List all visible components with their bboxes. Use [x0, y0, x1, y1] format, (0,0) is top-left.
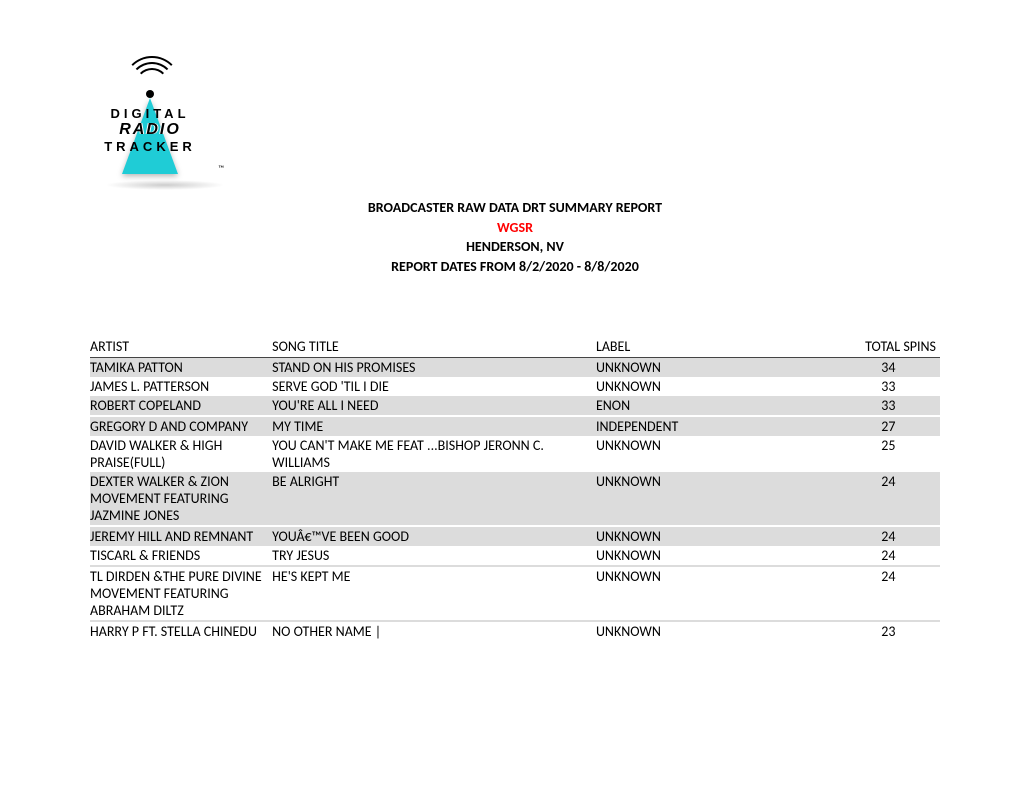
- table-row: TISCARL & FRIENDSTRY JESUSUNKNOWN24: [90, 546, 940, 565]
- cell-label: UNKNOWN: [596, 377, 839, 396]
- table-row: ROBERT COPELANDYOU'RE ALL I NEEDENON33: [90, 396, 940, 415]
- cell-artist: DEXTER WALKER & ZION MOVEMENT FEATURING …: [90, 472, 272, 525]
- radio-signal-icon: [120, 70, 180, 104]
- cell-artist: GREGORY D AND COMPANY: [90, 417, 272, 436]
- logo-line-radio: RADIO: [90, 121, 210, 139]
- table-row: TAMIKA PATTONSTAND ON HIS PROMISESUNKNOW…: [90, 358, 940, 378]
- cell-label: UNKNOWN: [596, 436, 839, 472]
- table-row: DEXTER WALKER & ZION MOVEMENT FEATURING …: [90, 472, 940, 525]
- cell-spins: 34: [839, 358, 940, 378]
- report-header: BROADCASTER RAW DATA DRT SUMMARY REPORT …: [90, 198, 940, 276]
- trademark-icon: ™: [218, 164, 224, 174]
- cell-spins: 24: [839, 546, 940, 565]
- cell-song: SERVE GOD 'TIL I DIE: [272, 377, 596, 396]
- cell-artist: TL DIRDEN &THE PURE DIVINE MOVEMENT FEAT…: [90, 567, 272, 620]
- cell-label: UNKNOWN: [596, 472, 839, 525]
- report-station: WGSR: [90, 218, 940, 238]
- cell-label: ENON: [596, 396, 839, 415]
- cell-spins: 33: [839, 396, 940, 415]
- col-label: LABEL: [596, 336, 839, 358]
- cell-song: TRY JESUS: [272, 546, 596, 565]
- cell-song: YOU CAN'T MAKE ME FEAT ...BISHOP JERONN …: [272, 436, 596, 472]
- cell-spins: 24: [839, 472, 940, 525]
- cell-label: UNKNOWN: [596, 567, 839, 620]
- report-location: HENDERSON, NV: [90, 237, 940, 257]
- logo-shadow: [105, 180, 225, 190]
- cell-artist: ROBERT COPELAND: [90, 396, 272, 415]
- cell-artist: HARRY P FT. STELLA CHINEDU: [90, 622, 272, 641]
- cell-song: YOU'RE ALL I NEED: [272, 396, 596, 415]
- cell-artist: TISCARL & FRIENDS: [90, 546, 272, 565]
- table-header-row: ARTIST SONG TITLE LABEL TOTAL SPINS: [90, 336, 940, 358]
- cell-artist: DAVID WALKER & HIGH PRAISE(FULL): [90, 436, 272, 472]
- spins-table: ARTIST SONG TITLE LABEL TOTAL SPINS TAMI…: [90, 336, 940, 641]
- cell-song: YOUÂ€™VE BEEN GOOD: [272, 527, 596, 546]
- cell-spins: 25: [839, 436, 940, 472]
- col-song: SONG TITLE: [272, 336, 596, 358]
- cell-spins: 24: [839, 567, 940, 620]
- table-row: JEREMY HILL AND REMNANTYOUÂ€™VE BEEN GOO…: [90, 527, 940, 546]
- cell-song: NO OTHER NAME |: [272, 622, 596, 641]
- table-row: JAMES L. PATTERSONSERVE GOD 'TIL I DIEUN…: [90, 377, 940, 396]
- logo: DIGITAL RADIO TRACKER ™: [90, 70, 210, 180]
- logo-container: DIGITAL RADIO TRACKER ™: [90, 70, 240, 190]
- report-title: BROADCASTER RAW DATA DRT SUMMARY REPORT: [90, 198, 940, 218]
- cell-label: UNKNOWN: [596, 622, 839, 641]
- table-row: TL DIRDEN &THE PURE DIVINE MOVEMENT FEAT…: [90, 567, 940, 620]
- cell-spins: 23: [839, 622, 940, 641]
- cell-label: UNKNOWN: [596, 546, 839, 565]
- cell-song: MY TIME: [272, 417, 596, 436]
- col-spins: TOTAL SPINS: [839, 336, 940, 358]
- table-row: HARRY P FT. STELLA CHINEDUNO OTHER NAME …: [90, 622, 940, 641]
- cell-spins: 33: [839, 377, 940, 396]
- cell-artist: TAMIKA PATTON: [90, 358, 272, 378]
- cell-spins: 27: [839, 417, 940, 436]
- report-page: DIGITAL RADIO TRACKER ™ BROADCASTER RAW …: [0, 0, 1020, 788]
- cell-song: STAND ON HIS PROMISES: [272, 358, 596, 378]
- col-artist: ARTIST: [90, 336, 272, 358]
- logo-line-digital: DIGITAL: [90, 106, 210, 121]
- cell-spins: 24: [839, 527, 940, 546]
- cell-label: INDEPENDENT: [596, 417, 839, 436]
- report-dates: REPORT DATES FROM 8/2/2020 - 8/8/2020: [90, 257, 940, 277]
- cell-artist: JEREMY HILL AND REMNANT: [90, 527, 272, 546]
- table-row: DAVID WALKER & HIGH PRAISE(FULL)YOU CAN'…: [90, 436, 940, 472]
- table-row: GREGORY D AND COMPANYMY TIMEINDEPENDENT2…: [90, 417, 940, 436]
- logo-text: DIGITAL RADIO TRACKER: [90, 106, 210, 154]
- cell-song: BE ALRIGHT: [272, 472, 596, 525]
- cell-song: HE'S KEPT ME: [272, 567, 596, 620]
- cell-label: UNKNOWN: [596, 358, 839, 378]
- cell-artist: JAMES L. PATTERSON: [90, 377, 272, 396]
- logo-line-tracker: TRACKER: [90, 139, 210, 154]
- cell-label: UNKNOWN: [596, 527, 839, 546]
